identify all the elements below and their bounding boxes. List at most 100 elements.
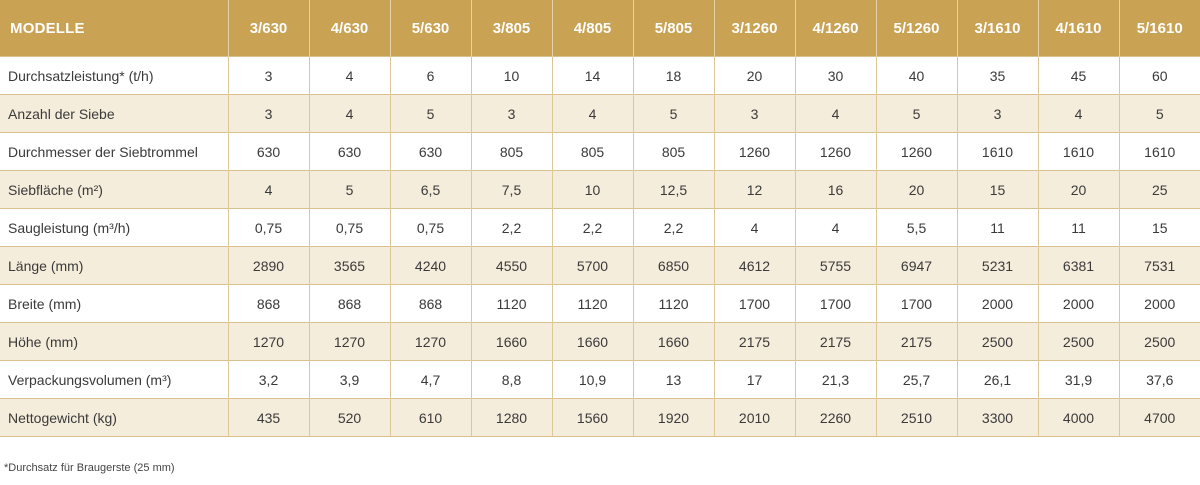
table-cell: 4700	[1118, 398, 1200, 437]
row-label: Nettogewicht (kg)	[0, 398, 228, 437]
table-cell: 2890	[227, 246, 309, 285]
table-cell: 0,75	[227, 208, 309, 247]
table-cell: 3	[956, 94, 1038, 133]
table-cell: 868	[389, 284, 471, 323]
table-cell: 1270	[389, 322, 471, 361]
model-header: 3/630	[227, 0, 309, 57]
table-cell: 868	[308, 284, 390, 323]
table-cell: 2260	[794, 398, 876, 437]
table-cell: 12,5	[632, 170, 714, 209]
table-cell: 6381	[1037, 246, 1119, 285]
model-header: 5/630	[389, 0, 471, 57]
table-row: Verpackungsvolumen (m³) 3,2 3,9 4,7 8,8 10,9 1…	[0, 360, 1200, 399]
table-cell: 1270	[227, 322, 309, 361]
model-header: 5/1610	[1118, 0, 1200, 57]
table-cell: 8,8	[470, 360, 552, 399]
table-cell: 40	[875, 56, 957, 95]
row-label: Anzahl der Siebe	[0, 94, 228, 133]
table-cell: 3	[470, 94, 552, 133]
table-cell: 30	[794, 56, 876, 95]
table-cell: 2500	[1118, 322, 1200, 361]
table-cell: 2010	[713, 398, 795, 437]
model-header: 4/805	[551, 0, 633, 57]
table-cell: 37,6	[1118, 360, 1200, 399]
table-cell: 4000	[1037, 398, 1119, 437]
row-label: Verpackungsvolumen (m³)	[0, 360, 228, 399]
table-cell: 10,9	[551, 360, 633, 399]
table-cell: 6947	[875, 246, 957, 285]
table-row: Höhe (mm) 1270 1270 1270 1660 1660 1660 2175 217…	[0, 322, 1200, 361]
table-cell: 5	[308, 170, 390, 209]
row-label: Länge (mm)	[0, 246, 228, 285]
table-cell: 21,3	[794, 360, 876, 399]
table-cell: 5755	[794, 246, 876, 285]
table-cell: 16	[794, 170, 876, 209]
table-row: Saugleistung (m³/h) 0,75 0,75 0,75 2,2 2,2 2,2…	[0, 208, 1200, 247]
table-cell: 7531	[1118, 246, 1200, 285]
table-row: Breite (mm) 868 868 868 1120 1120 1120 1700 1700…	[0, 284, 1200, 323]
table-cell: 4	[713, 208, 795, 247]
table-row: Durchsatzleistung* (t/h) 3 4 6 10 14 18 20 30 40 3…	[0, 56, 1200, 95]
model-header: 4/1260	[794, 0, 876, 57]
model-header: 5/1260	[875, 0, 957, 57]
table-cell: 35	[956, 56, 1038, 95]
table-cell: 5	[389, 94, 471, 133]
table-body: Durchsatzleistung* (t/h) 3 4 6 10 14 18 20 30 40 3…	[0, 56, 1200, 437]
table-cell: 805	[470, 132, 552, 171]
table-cell: 1660	[632, 322, 714, 361]
table-cell: 630	[308, 132, 390, 171]
footnote: *Durchsatz für Braugerste (25 mm)	[4, 462, 175, 474]
table-cell: 1260	[875, 132, 957, 171]
model-header: 3/805	[470, 0, 552, 57]
table-cell: 2000	[1118, 284, 1200, 323]
table-cell: 2510	[875, 398, 957, 437]
table-cell: 25,7	[875, 360, 957, 399]
table-cell: 10	[470, 56, 552, 95]
table-cell: 2000	[956, 284, 1038, 323]
table-cell: 4240	[389, 246, 471, 285]
table-cell: 18	[632, 56, 714, 95]
row-label: Saugleistung (m³/h)	[0, 208, 228, 247]
table-cell: 20	[713, 56, 795, 95]
table-cell: 1120	[470, 284, 552, 323]
table-cell: 1280	[470, 398, 552, 437]
table-cell: 4612	[713, 246, 795, 285]
table-cell: 11	[956, 208, 1038, 247]
table-cell: 2175	[875, 322, 957, 361]
table-cell: 868	[227, 284, 309, 323]
table-cell: 0,75	[308, 208, 390, 247]
table-cell: 435	[227, 398, 309, 437]
table-cell: 3	[227, 56, 309, 95]
row-label: Höhe (mm)	[0, 322, 228, 361]
row-label: Durchsatzleistung* (t/h)	[0, 56, 228, 95]
table-cell: 3,9	[308, 360, 390, 399]
table-cell: 1610	[1037, 132, 1119, 171]
model-header: 4/630	[308, 0, 390, 57]
table-cell: 3	[227, 94, 309, 133]
table-cell: 1560	[551, 398, 633, 437]
table-cell: 20	[875, 170, 957, 209]
table-row: Siebfläche (m²) 4 5 6,5 7,5 10 12,5 12 16 20 15 20 2…	[0, 170, 1200, 209]
table-cell: 3300	[956, 398, 1038, 437]
table-cell: 1610	[1118, 132, 1200, 171]
row-label: Siebfläche (m²)	[0, 170, 228, 209]
table-cell: 520	[308, 398, 390, 437]
table-cell: 15	[956, 170, 1038, 209]
table-cell: 3	[713, 94, 795, 133]
table-cell: 630	[227, 132, 309, 171]
table-cell: 1660	[551, 322, 633, 361]
table-cell: 4550	[470, 246, 552, 285]
table-cell: 26,1	[956, 360, 1038, 399]
table-cell: 10	[551, 170, 633, 209]
table-cell: 2000	[1037, 284, 1119, 323]
table-cell: 15	[1118, 208, 1200, 247]
table-cell: 6	[389, 56, 471, 95]
table-cell: 5	[1118, 94, 1200, 133]
table-cell: 4	[227, 170, 309, 209]
model-header: 3/1260	[713, 0, 795, 57]
table-cell: 2,2	[470, 208, 552, 247]
table-cell: 4	[308, 56, 390, 95]
table-cell: 45	[1037, 56, 1119, 95]
table-cell: 3,2	[227, 360, 309, 399]
table-cell: 14	[551, 56, 633, 95]
